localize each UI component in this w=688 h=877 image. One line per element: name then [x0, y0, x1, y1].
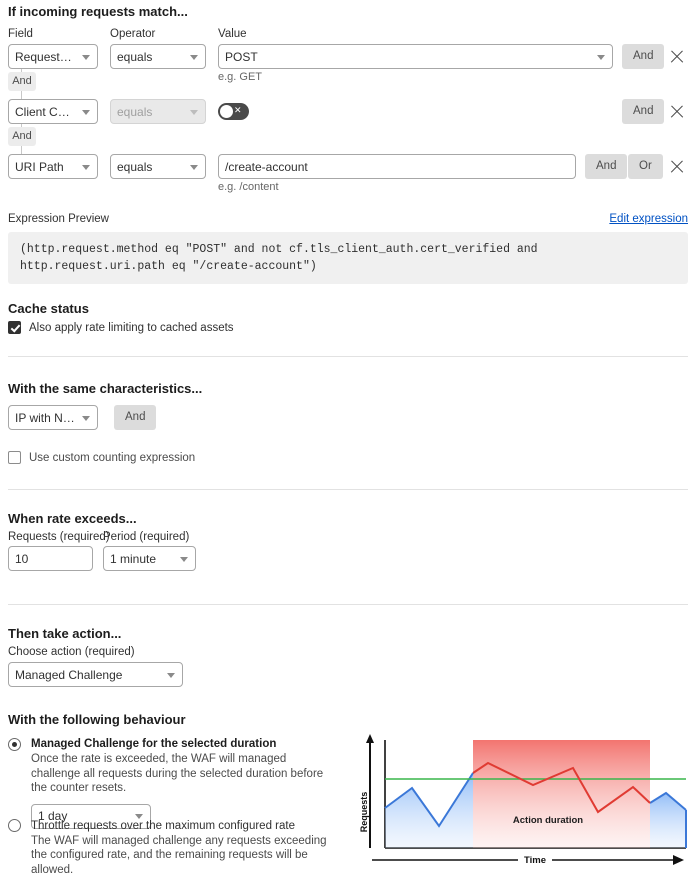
behaviour-option-2-radio[interactable] — [8, 819, 21, 832]
requests-input[interactable]: 10 — [8, 546, 93, 571]
rule-2-value-toggle[interactable]: ✕ — [218, 103, 249, 120]
characteristics-and-button[interactable]: And — [114, 405, 156, 430]
behaviour-option-2-desc: The WAF will managed challenge any reque… — [31, 834, 338, 877]
chevron-down-icon — [82, 110, 90, 115]
rule-3-value: /create-account — [225, 160, 308, 174]
period-select[interactable]: 1 minute — [103, 546, 196, 571]
behaviour-option-1-radio[interactable] — [8, 738, 21, 751]
rule-1-value-hint: e.g. GET — [218, 71, 262, 83]
cache-checkbox-row[interactable]: Also apply rate limiting to cached asset… — [8, 321, 234, 334]
chevron-down-icon — [190, 55, 198, 60]
choose-action-label: Choose action (required) — [8, 646, 135, 658]
close-icon: ✕ — [234, 106, 243, 115]
rule-1-field-select[interactable]: Request Meth... — [8, 44, 98, 69]
rule-1-operator-select[interactable]: equals — [110, 44, 206, 69]
period-value: 1 minute — [110, 552, 172, 566]
chevron-down-icon — [82, 416, 90, 421]
rule-3-operator-value: equals — [117, 160, 168, 174]
expression-preview-box: (http.request.method eq "POST" and not c… — [8, 232, 688, 284]
action-value: Managed Challenge — [15, 668, 138, 682]
rule-2-remove-icon[interactable] — [668, 103, 686, 121]
chevron-down-icon — [190, 165, 198, 170]
column-header-value: Value — [218, 28, 247, 40]
rule-1-value: POST — [225, 50, 274, 64]
rule-3-field-value: URI Path — [15, 160, 80, 174]
custom-counting-row[interactable]: Use custom counting expression — [8, 451, 195, 464]
characteristics-value: IP with NAT s... — [15, 411, 91, 425]
chevron-down-icon — [190, 110, 198, 115]
rule-connector-1-and[interactable]: And — [8, 72, 36, 91]
action-duration-annotation: Action duration — [513, 815, 583, 826]
behaviour-option-2-title: Throttle requests over the maximum confi… — [31, 819, 338, 834]
y-axis-label: Requests — [359, 792, 369, 833]
y-axis-arrowhead — [366, 734, 374, 743]
custom-counting-label: Use custom counting expression — [29, 452, 195, 464]
chevron-down-icon — [597, 55, 605, 60]
chevron-down-icon — [180, 557, 188, 562]
x-axis-label: Time — [524, 855, 546, 865]
toggle-knob — [220, 105, 233, 118]
rule-1-value-select[interactable]: POST — [218, 44, 613, 69]
behaviour-option-1-desc: Once the rate is exceeded, the WAF will … — [31, 752, 338, 796]
rule-1-field-value: Request Meth... — [15, 50, 91, 64]
column-header-operator: Operator — [110, 28, 155, 40]
behaviour-title: With the following behaviour — [8, 712, 186, 727]
rule-3-value-hint: e.g. /content — [218, 181, 279, 193]
cache-checkbox[interactable] — [8, 321, 21, 334]
expression-preview-label: Expression Preview — [8, 213, 109, 225]
rule-2-operator-value: equals — [117, 105, 168, 119]
cache-checkbox-label: Also apply rate limiting to cached asset… — [29, 322, 234, 334]
rule-1-remove-icon[interactable] — [668, 48, 686, 66]
chevron-down-icon — [82, 165, 90, 170]
requests-value: 10 — [15, 552, 28, 566]
rule-1-and-button[interactable]: And — [622, 44, 664, 69]
requests-area-after — [650, 793, 686, 848]
rule-3-and-button[interactable]: And — [585, 154, 627, 179]
rule-2-field-value: Client Certific... — [15, 105, 91, 119]
period-label: Period (required) — [103, 531, 189, 543]
behaviour-option-1-title: Managed Challenge for the selected durat… — [31, 738, 338, 750]
edit-expression-link[interactable]: Edit expression — [609, 213, 688, 225]
action-select[interactable]: Managed Challenge — [8, 662, 183, 687]
rule-connector-2-and[interactable]: And — [8, 127, 36, 146]
action-title: Then take action... — [8, 626, 121, 641]
divider — [8, 356, 688, 357]
characteristics-select[interactable]: IP with NAT s... — [8, 405, 98, 430]
rule-3-field-select[interactable]: URI Path — [8, 154, 98, 179]
rule-3-remove-icon[interactable] — [668, 158, 686, 176]
x-axis-arrowhead — [673, 855, 684, 865]
requests-label: Requests (required) — [8, 531, 110, 543]
rate-title: When rate exceeds... — [8, 511, 137, 526]
behaviour-option-1[interactable]: Managed Challenge for the selected durat… — [8, 738, 338, 829]
rule-3-value-input[interactable]: /create-account — [218, 154, 576, 179]
chevron-down-icon — [82, 55, 90, 60]
cache-status-title: Cache status — [8, 301, 89, 316]
rule-1-operator-value: equals — [117, 50, 168, 64]
divider — [8, 604, 688, 605]
rule-3-operator-select[interactable]: equals — [110, 154, 206, 179]
behaviour-option-2[interactable]: Throttle requests over the maximum confi… — [8, 819, 338, 877]
characteristics-title: With the same characteristics... — [8, 381, 202, 396]
divider — [8, 489, 688, 490]
custom-counting-checkbox[interactable] — [8, 451, 21, 464]
rule-2-and-button[interactable]: And — [622, 99, 664, 124]
rate-limiting-chart: Requests Action duration Time — [358, 730, 688, 865]
rule-3-or-button[interactable]: Or — [628, 154, 663, 179]
chevron-down-icon — [167, 673, 175, 678]
rule-2-operator-select: equals — [110, 99, 206, 124]
rule-2-field-select[interactable]: Client Certific... — [8, 99, 98, 124]
match-section-title: If incoming requests match... — [8, 4, 188, 19]
chart-svg: Requests Action duration Time — [358, 730, 688, 865]
column-header-field: Field — [8, 28, 33, 40]
